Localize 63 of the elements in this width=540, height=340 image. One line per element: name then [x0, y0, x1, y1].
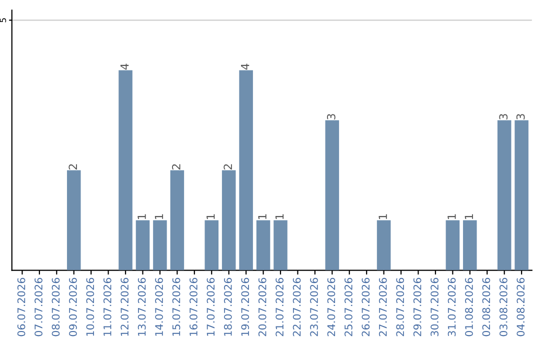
bar: [222, 170, 236, 270]
x-tick-label: 21.07.2026: [276, 278, 284, 336]
bar: [170, 170, 184, 270]
x-tick-label: 23.07.2026: [310, 278, 318, 336]
bar: [204, 220, 219, 270]
x-tick-label: 27.07.2026: [378, 278, 387, 336]
x-tick-label: 28.07.2026: [396, 278, 404, 336]
x-tick-label: 14.07.2026: [155, 278, 163, 336]
x-tick-label: 06.07.2026: [17, 278, 26, 336]
bar: [136, 220, 150, 270]
x-tick-label: 30.07.2026: [430, 278, 438, 336]
bar: [497, 120, 512, 270]
data-label: 3: [499, 114, 508, 120]
data-label: 3: [326, 114, 336, 120]
x-tick-label: 09.07.2026: [69, 278, 77, 336]
x-tick-label: 29.07.2026: [413, 278, 422, 336]
data-label: 3: [516, 114, 525, 120]
data-label: 2: [68, 164, 77, 170]
x-tick-label: 16.07.2026: [190, 278, 198, 336]
bar: [325, 120, 340, 270]
data-label: 4: [120, 64, 129, 70]
y-tick-label: 5: [0, 18, 6, 22]
x-tick-label: 12.07.2026: [120, 278, 129, 336]
x-tick-label: 20.07.2026: [258, 278, 266, 336]
bar: [463, 220, 477, 270]
bar: [66, 170, 81, 270]
data-label: 1: [378, 214, 387, 220]
x-tick-label: 31.07.2026: [448, 278, 456, 336]
x-tick-label: 24.07.2026: [327, 278, 336, 336]
bar: [239, 70, 253, 270]
bar: [514, 120, 528, 270]
x-tick-label: 07.07.2026: [34, 278, 42, 336]
x-tick-label: 10.07.2026: [86, 278, 94, 336]
data-label: 1: [206, 214, 215, 220]
bar: [376, 220, 391, 270]
data-label: 2: [172, 164, 180, 170]
x-tick-label: 08.07.2026: [52, 278, 60, 336]
x-tick-label: 25.07.2026: [344, 278, 352, 336]
bar: [118, 70, 132, 270]
x-tick-label: 03.08.2026: [499, 278, 508, 336]
x-tick-label: 01.08.2026: [465, 278, 473, 336]
bar: [274, 220, 288, 270]
data-label: 1: [275, 214, 284, 220]
bar: [446, 220, 460, 270]
data-label: 1: [448, 214, 456, 220]
data-label: 1: [154, 214, 164, 220]
x-tick-label: 15.07.2026: [172, 278, 180, 336]
x-tick-label: 19.07.2026: [241, 278, 250, 336]
x-tick-label: 17.07.2026: [206, 278, 215, 336]
x-tick-label: 22.07.2026: [292, 278, 301, 336]
x-tick-label: 26.07.2026: [362, 278, 370, 336]
data-label: 1: [464, 214, 473, 220]
data-label: 1: [138, 214, 146, 220]
x-tick-label: 11.07.2026: [103, 278, 112, 336]
x-tick-label: 02.08.2026: [482, 278, 490, 336]
x-tick-label: 13.07.2026: [138, 278, 146, 336]
data-label: 1: [258, 214, 266, 220]
bar: [256, 220, 270, 270]
data-label: 2: [224, 164, 232, 170]
x-tick-label: 04.08.2026: [516, 278, 525, 336]
x-tick-label: 18.07.2026: [224, 278, 232, 336]
bar: [153, 220, 167, 270]
data-label: 4: [241, 64, 250, 70]
